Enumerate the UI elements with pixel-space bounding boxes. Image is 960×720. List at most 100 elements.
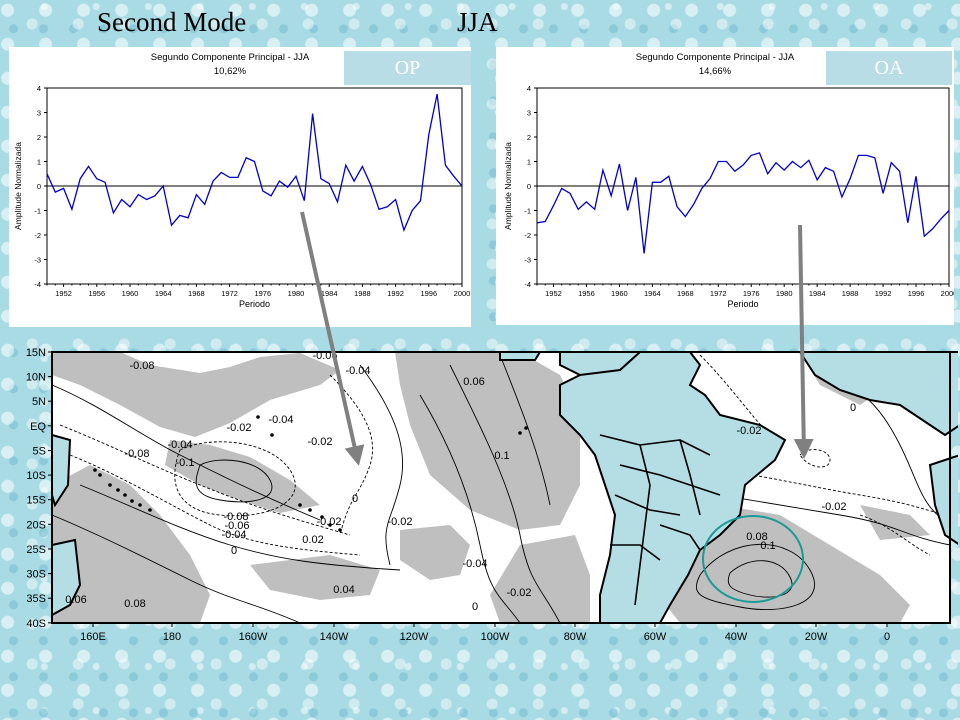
negative-shading	[52, 465, 210, 623]
contour-line	[695, 543, 815, 610]
island	[148, 508, 152, 512]
x-tick-label: 1980	[288, 289, 305, 298]
series-line	[536, 152, 950, 254]
x-tick-label: 1984	[321, 289, 338, 298]
country-border	[610, 544, 661, 561]
y-tick-label: 2	[527, 133, 531, 142]
x-tick-label: 2000	[941, 289, 954, 298]
contour-line	[174, 441, 296, 517]
x-tick-label: 1988	[354, 289, 371, 298]
contour-label: -0.04	[345, 365, 370, 377]
x-tick-label: 2000	[454, 289, 471, 298]
contour-label: 0	[231, 545, 237, 557]
country-border	[634, 444, 651, 606]
island	[320, 515, 324, 519]
island	[308, 508, 312, 512]
x-axis-label: Periodo	[727, 299, 758, 309]
y-tick-label: 1	[37, 158, 41, 167]
island	[108, 483, 112, 487]
country-border	[599, 434, 711, 456]
island	[270, 433, 274, 437]
map-frame	[51, 351, 951, 624]
contour-label: -0.06	[224, 520, 249, 532]
contour-label: -0.06	[312, 350, 337, 362]
island	[138, 503, 142, 507]
country-border	[659, 524, 701, 551]
landmass	[798, 351, 960, 437]
x-axis-label: Periodo	[239, 299, 270, 309]
contour-label: -0.02	[316, 516, 341, 528]
y-tick-label: -1	[34, 207, 41, 216]
contour-label: 0	[850, 402, 856, 414]
contour-label: -0.02	[506, 587, 531, 599]
slide-title-left: Second Mode	[97, 7, 247, 37]
island	[328, 523, 332, 527]
contour-label: 0.06	[65, 594, 86, 606]
y-tick-label: 2	[37, 133, 41, 142]
contour-label: -0.02	[307, 436, 332, 448]
contour-label: -0.08	[129, 360, 154, 372]
x-tick-label: 1972	[221, 289, 238, 298]
negative-shading	[395, 352, 580, 530]
y-tick-label: 4	[527, 84, 531, 93]
negative-shading	[860, 505, 930, 540]
x-tick-label: 1956	[88, 289, 105, 298]
y-tick-label: -4	[34, 280, 41, 289]
lat-label: 25S	[26, 544, 46, 556]
contour-line	[449, 364, 561, 624]
negative-shading	[400, 525, 470, 580]
y-tick-label: -3	[34, 256, 41, 265]
contour-line	[51, 384, 321, 521]
contour-label: -0.04	[268, 414, 293, 426]
chart-svg: Segundo Componente Principal - JJA 10,62%…	[13, 52, 471, 309]
eof-loading-map: 15N 10N 5N EQ 5S 10S 15S 20S 25S 30S 35S 40S 160E 180…	[0, 345, 960, 645]
lon-label: 180	[163, 631, 181, 643]
contour-line	[69, 454, 361, 556]
island	[338, 528, 342, 532]
lon-label: 60W	[644, 631, 667, 643]
lon-label: 20W	[805, 631, 828, 643]
y-tick-label: -2	[524, 231, 531, 240]
lat-label: EQ	[30, 421, 46, 433]
lon-label: 100W	[481, 631, 510, 643]
lon-label: 140W	[320, 631, 349, 643]
landmass	[928, 453, 960, 547]
lat-label: 5N	[32, 396, 46, 408]
island	[98, 473, 102, 477]
lat-label: 30S	[26, 569, 46, 581]
lon-label: 40W	[725, 631, 748, 643]
x-tick-label: 1988	[842, 289, 859, 298]
y-tick-label: 1	[527, 158, 531, 167]
contour-label: 0.1	[494, 450, 509, 462]
negative-shading	[165, 440, 320, 513]
island	[518, 431, 522, 435]
contour-label: -0.1	[176, 457, 195, 469]
island	[130, 499, 134, 503]
contour-line	[79, 484, 401, 571]
x-tick-label: 1992	[875, 289, 892, 298]
island	[123, 493, 127, 497]
chart-title: Segundo Componente Principal - JJA	[636, 52, 795, 63]
chart-title: Segundo Componente Principal - JJA	[151, 52, 310, 63]
contour-label: 0.08	[124, 598, 145, 610]
y-tick-label: -4	[524, 280, 531, 289]
op-tag: OP	[344, 51, 471, 85]
contour-label: 0.04	[333, 584, 354, 596]
x-tick-label: 1960	[122, 289, 139, 298]
y-tick-label: 0	[527, 182, 531, 191]
contour-label: -0.02	[821, 501, 846, 513]
contour-line	[419, 394, 521, 624]
x-tick-label: 1956	[578, 289, 595, 298]
x-tick-label: 1960	[611, 289, 628, 298]
contour-label: -0.04	[167, 439, 192, 451]
y-tick-label: 0	[37, 182, 41, 191]
y-tick-label: -3	[524, 256, 531, 265]
x-tick-label: 1980	[776, 289, 793, 298]
x-tick-label: 1964	[644, 289, 661, 298]
contour-label: 0.02	[302, 534, 323, 546]
x-tick-label: 1992	[387, 289, 404, 298]
island	[524, 426, 528, 430]
contour-line	[51, 514, 301, 624]
lat-label: 35S	[26, 593, 46, 605]
x-tick-label: 1964	[155, 289, 172, 298]
